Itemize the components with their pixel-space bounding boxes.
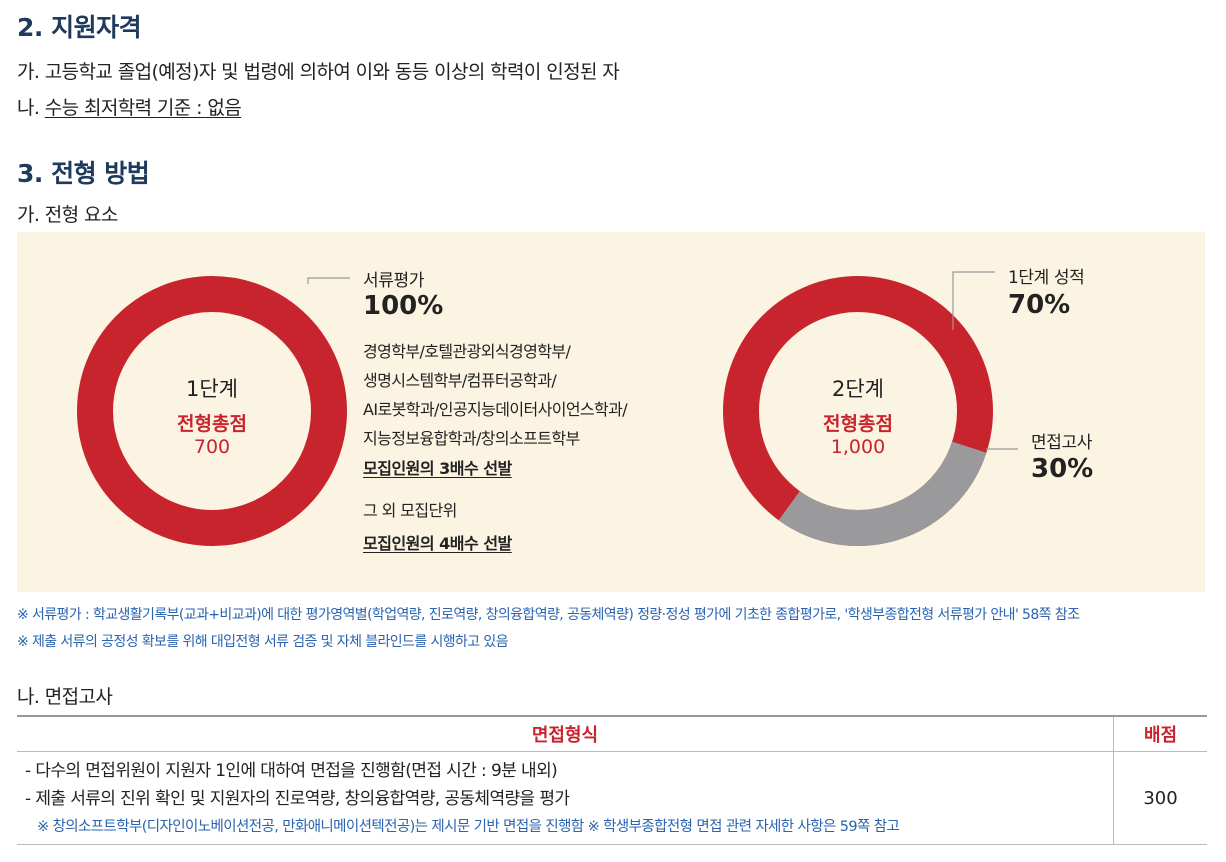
stage1-donut-document-100 [77, 276, 347, 546]
table-row: - 다수의 면접위원이 지원자 1인에 대하여 면접을 진행함(면접 시간 : … [17, 751, 1207, 845]
department-list: 경영학부/호텔관광외식경영학부/ 생명시스템학부/컴퓨터공학과/ AI로봇학과/… [363, 337, 628, 453]
stage1-total-label: 전형총점 [177, 413, 247, 435]
stage1-title: 1단계 [185, 377, 238, 401]
stage2-title: 2단계 [831, 377, 884, 401]
stage2-callout-interview-percent: 30% [1031, 454, 1094, 484]
column-score: 배점 [1113, 715, 1207, 752]
department-line: 생명시스템학부/컴퓨터공학과/ [363, 371, 557, 390]
other-units-label: 그 외 모집단위 [363, 501, 457, 520]
qualification-item-b: 나. 수능 최저학력 기준 : 없음 [17, 93, 242, 120]
selection-elements-heading: 가. 전형 요소 [17, 204, 118, 226]
stage2-callout-stage1-percent: 70% [1008, 290, 1071, 320]
callout-line-stage1 [952, 271, 995, 330]
note-fairness: ※ 제출 서류의 공정성 확보를 위해 대입전형 서류 검증 및 자체 블라인드… [17, 634, 509, 650]
stage2-callout-stage1-title: 1단계 성적 [1008, 268, 1085, 288]
stage2-total-value: 1,000 [830, 436, 886, 458]
callout-line-document [307, 277, 350, 284]
qualification-item-a: 가. 고등학교 졸업(예정)자 및 법령에 의하여 이와 동등 이상의 학력이 … [17, 61, 620, 83]
csat-minimum-text: 수능 최저학력 기준 : 없음 [44, 97, 242, 119]
interview-heading: 나. 면접고사 [17, 686, 113, 708]
interview-table: 면접형식 배점 - 다수의 면접위원이 지원자 1인에 대하여 면접을 진행함(… [17, 715, 1207, 845]
interview-format-cell: - 다수의 면접위원이 지원자 1인에 대하여 면접을 진행함(면접 시간 : … [17, 751, 1114, 845]
item-b-prefix: 나. [17, 97, 45, 119]
interview-note: ※ 창의소프트학부(디자인이노베이션전공, 만화애니메이션텍전공)는 제시문 기… [37, 819, 900, 835]
department-line: 경영학부/호텔관광외식경영학부/ [363, 342, 571, 361]
interview-score-cell: 300 [1113, 751, 1207, 845]
section-2-title: 2. 지원자격 [17, 13, 142, 42]
stage1-center: 1단계 전형총점 700 [152, 373, 272, 458]
section-3-title: 3. 전형 방법 [17, 159, 150, 188]
stage1-callout-title: 서류평가 [363, 271, 424, 291]
department-line: AI로봇학과/인공지능데이터사이언스학과/ [363, 400, 628, 419]
department-line: 지능정보융합학과/창의소프트학부 [363, 429, 580, 448]
interview-line: - 다수의 면접위원이 지원자 1인에 대하여 면접을 진행함(면접 시간 : … [25, 761, 558, 781]
column-interview-format: 면접형식 [17, 715, 1114, 752]
stage1-total-value: 700 [193, 436, 231, 458]
note-document-evaluation: ※ 서류평가 : 학교생활기록부(교과+비교과)에 대한 평가영역별(학업역량,… [17, 607, 1080, 623]
selection-ratio-4x: 모집인원의 4배수 선발 [363, 534, 512, 553]
selection-ratio-3x: 모집인원의 3배수 선발 [363, 459, 512, 478]
stage2-donut-interview-30 [778, 441, 987, 546]
stage2-center: 2단계 전형총점 1,000 [798, 373, 918, 458]
stage1-callout-percent: 100% [363, 291, 444, 321]
stage2-callout-interview-title: 면접고사 [1031, 433, 1092, 453]
stage2-total-label: 전형총점 [823, 413, 893, 435]
interview-line: - 제출 서류의 진위 확인 및 지원자의 진로역량, 창의융합역량, 공동체역… [25, 789, 570, 809]
